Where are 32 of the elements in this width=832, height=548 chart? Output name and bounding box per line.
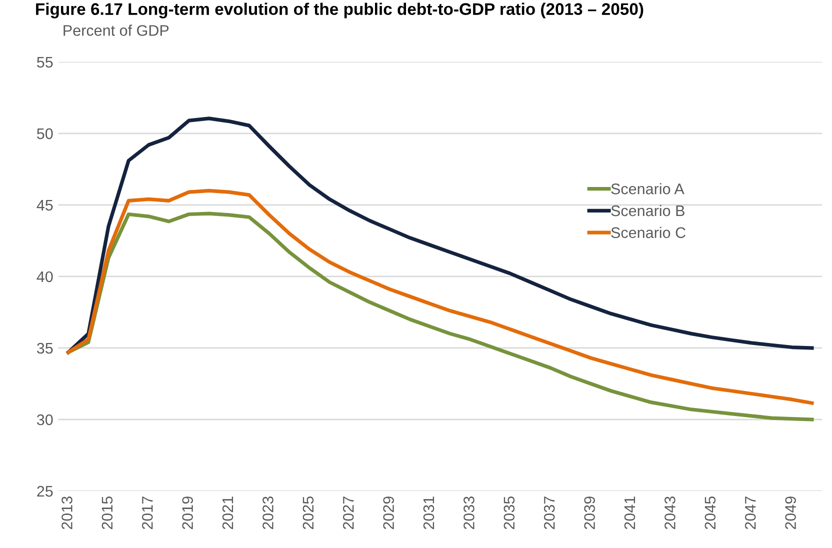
x-tick-label: 2015 bbox=[102, 496, 113, 530]
y-tick-label: 55 bbox=[37, 56, 53, 68]
line-series bbox=[66, 116, 814, 354]
x-tick-label: 2013 bbox=[62, 496, 72, 530]
x-tick-label: 2037 bbox=[544, 496, 555, 530]
y-tick-label: 40 bbox=[36, 271, 53, 282]
x-tick-label: 2047 bbox=[744, 496, 756, 530]
x-tick-label: 2021 bbox=[222, 496, 234, 530]
y-axis-title: Percent of GDP bbox=[64, 24, 169, 36]
y-tick-label: 45 bbox=[36, 200, 53, 211]
x-tick-label: 2019 bbox=[182, 496, 193, 530]
x-tick-label: 2029 bbox=[383, 496, 394, 530]
chart-title: Figure 6.17 Long-term evolution of the public debt-to-GDP ratio (2013 – 2050) bbox=[36, 2, 644, 18]
legend-label: Scenario A bbox=[611, 183, 684, 194]
x-tick-label: 2017 bbox=[142, 496, 153, 530]
x-tick-label: 2035 bbox=[504, 496, 515, 530]
legend-label: Scenario C bbox=[611, 226, 686, 238]
x-tick-label: 2041 bbox=[624, 496, 636, 530]
legend-label: Scenario B bbox=[611, 204, 684, 216]
x-tick-label: 2025 bbox=[302, 496, 314, 530]
x-tick-label: 2033 bbox=[464, 496, 474, 530]
y-tick-label: 30 bbox=[36, 414, 53, 426]
x-tick-label: 2023 bbox=[262, 496, 274, 530]
x-tick-label: 2045 bbox=[704, 496, 716, 530]
x-tick-label: 2039 bbox=[584, 496, 595, 530]
y-tick-label: 50 bbox=[37, 128, 53, 140]
x-tick-label: 2031 bbox=[423, 496, 434, 530]
y-tick-label: 35 bbox=[36, 342, 53, 354]
y-tick-label: 25 bbox=[37, 486, 53, 497]
x-tick-label: 2027 bbox=[342, 496, 354, 530]
x-tick-label: 2049 bbox=[785, 496, 796, 530]
x-tick-label: 2043 bbox=[664, 496, 676, 530]
